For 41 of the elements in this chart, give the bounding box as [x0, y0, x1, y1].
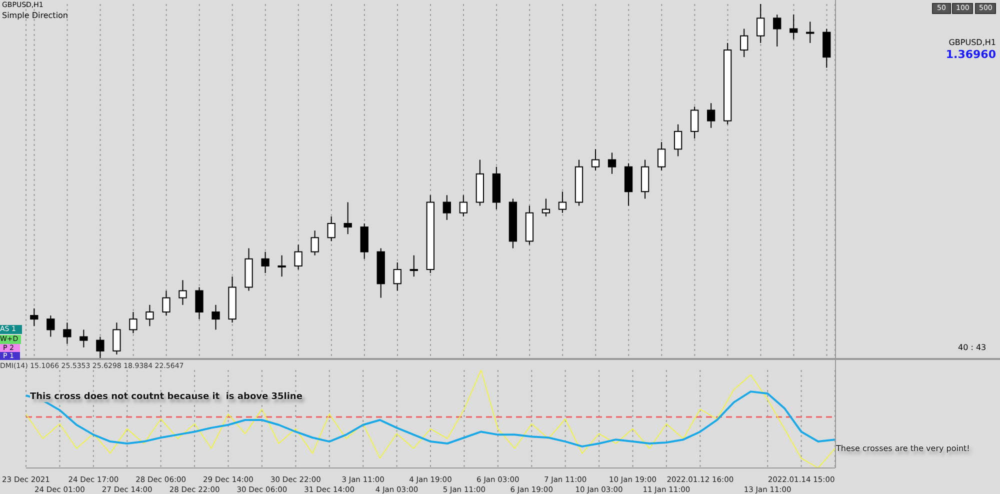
candlestick [162, 290, 170, 316]
candlestick [30, 308, 38, 327]
candlestick [442, 194, 451, 220]
candlestick [591, 148, 600, 171]
candlestick [178, 280, 187, 306]
candlestick [690, 106, 699, 140]
candlestick [212, 304, 220, 330]
candlestick [410, 254, 418, 278]
annotation: This cross does not coutnt because it is above 35line [30, 392, 302, 402]
candlestick [96, 336, 104, 358]
candlestick [756, 4, 765, 44]
candlestick [542, 198, 550, 217]
candlestick [344, 202, 352, 235]
candlestick [129, 311, 138, 334]
candlestick [195, 286, 204, 320]
text: Simple Direction [2, 11, 68, 20]
candlestick [278, 254, 286, 278]
candlestick [740, 28, 748, 58]
candlestick [674, 124, 682, 157]
candlestick [294, 244, 302, 270]
candlestick [46, 315, 55, 338]
candlestick [80, 329, 88, 348]
text: 1.36960 [946, 48, 996, 61]
candlestick [459, 194, 468, 217]
candlestick [63, 322, 72, 344]
candlestick [393, 262, 402, 292]
candlestick [310, 230, 319, 256]
candlestick [806, 21, 814, 44]
candlestick [261, 251, 270, 274]
candlestick [773, 14, 782, 47]
candlestick [790, 14, 798, 40]
text: 40 : 43 [958, 343, 986, 352]
candlestick [558, 191, 567, 214]
candlestick [657, 142, 666, 171]
candlestick [327, 216, 336, 242]
candlestick [146, 304, 154, 327]
text: These crosses are the very point! [836, 444, 970, 453]
candlestick [112, 322, 121, 355]
candlestick [706, 102, 716, 128]
text: GBPUSD,H1 [948, 38, 996, 47]
candlestick [608, 152, 616, 174]
